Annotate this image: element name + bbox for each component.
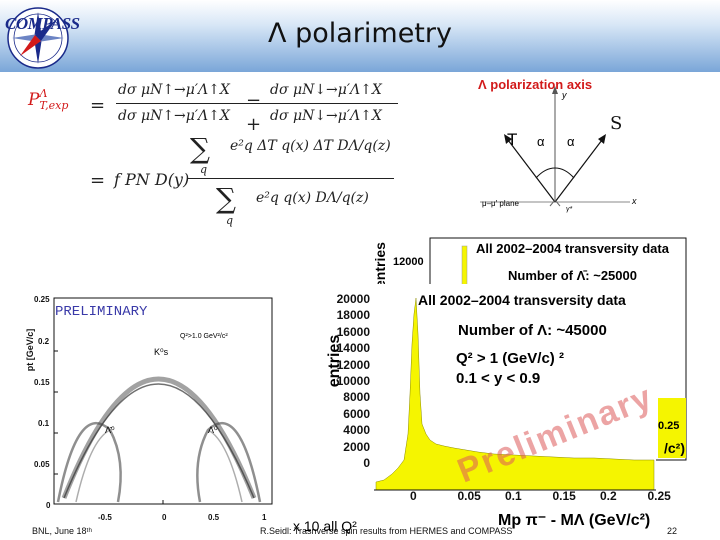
lambda-xtick: 0.1 (505, 489, 522, 503)
polarization-axis-diagram (480, 86, 630, 207)
equals-sign-2: = (90, 170, 106, 191)
formula-lhs: PΛT,exp (28, 87, 69, 112)
sum-symbol-2: ∑ (216, 182, 236, 215)
lambda-ytick: 14000 (336, 341, 370, 356)
formula-lhs-sup: Λ (39, 87, 48, 100)
lambda-ytick: 20000 (336, 292, 370, 306)
armenteros-ytick-1: 0.25 (34, 295, 50, 304)
lambda-ytick: 6000 (343, 406, 370, 421)
formula-lhs-symbol: P (28, 90, 40, 110)
t-axis-label: T (507, 130, 518, 149)
formula-den1: dσ μN↑→μ′Λ↑X (118, 108, 230, 124)
plus-sign: + (246, 114, 262, 135)
lambda-xtick: 0 (410, 489, 417, 503)
armenteros-xtick-1: -0.5 (98, 513, 112, 522)
footer-title: R.Seidl: Trasnverse spin results from HE… (260, 526, 513, 536)
formula-sum-den: e²q q(x) DΛ/q(z) (256, 190, 369, 206)
compass-logo-icon (7, 7, 69, 69)
alpha-label-left: α (537, 134, 545, 149)
formula-sum-num-text: e²q ΔT q(x) ΔT DΛ/q(z) (230, 138, 391, 154)
formula-num1: dσ μN↑→μ′Λ↑X (118, 82, 230, 98)
formula-num2: dσ μN↓→μ′Λ↑X (270, 82, 382, 98)
lambda-cut-y: 0.1 < y < 0.9 (456, 370, 541, 387)
armenteros-ytick-2: 0.2 (38, 337, 50, 346)
fraction-bar-1 (116, 103, 398, 104)
lambda-ytick: 12000 (336, 357, 370, 372)
lambda-peak-label: Λ⁰ (208, 425, 218, 435)
antilambda-ytick: 12000 (393, 256, 424, 268)
lambda-xtick: 0.2 (600, 489, 617, 503)
lambda-xlabel: Mp π⁻ - MΛ (GeV/c²) (498, 512, 651, 529)
armenteros-ytick-6: 0 (46, 501, 51, 510)
lambda-xtick: 0.05 (457, 489, 481, 503)
s-axis-label: S (610, 113, 623, 134)
lambda-ytick: 10000 (336, 374, 370, 388)
lambda-xtick: 0.25 (647, 489, 671, 503)
footer-date: BNL, June 18ᵗʰ (32, 526, 92, 536)
antilambda-ylabel: entries (372, 242, 388, 288)
x-axis-label: x (632, 196, 637, 206)
sum-symbol-1: ∑ (190, 132, 210, 165)
armenteros-ytick-3: 0.15 (34, 378, 50, 387)
logo-text: COMPASS (5, 14, 80, 33)
antilambda-title: All 2002–2004 transversity data (476, 241, 669, 256)
y-axis-label: y (562, 90, 567, 100)
gamma-label: γ* (566, 206, 573, 213)
minus-sign: − (246, 90, 262, 111)
lambda-ytick: 4000 (343, 423, 370, 438)
armenteros-ytick-5: 0.05 (34, 460, 50, 469)
lambda-ytick: 0 (363, 456, 370, 470)
armenteros-ytick-4: 0.1 (38, 419, 50, 428)
formula-rhs-prefix: f PN D(y) (114, 170, 190, 189)
antilambda-xunit: /c²) (664, 440, 685, 456)
lambda-histogram (374, 284, 656, 494)
polarization-axis-title: Λ polarization axis (478, 77, 593, 92)
formula-den2: dσ μN↓→μ′Λ↑X (270, 108, 382, 124)
lambda-cut-q2: Q² > 1 (GeV/c) ² (456, 350, 564, 367)
sum-index-2: q (226, 214, 234, 227)
formula-sum-num: e²q ΔT q(x) ΔT DΛ/q(z) (230, 138, 391, 154)
armenteros-plot (53, 297, 273, 505)
sum-index-1: q (200, 163, 208, 176)
ks-peak-label: K⁰s (154, 347, 169, 357)
antilambda-xtick: 0.25 (658, 420, 680, 432)
lambda-ytick: 2000 (343, 439, 370, 454)
lambda-title: All 2002–2004 transversity data (418, 292, 626, 308)
armenteros-xtick-3: 0.5 (208, 513, 220, 522)
header-band (0, 0, 720, 72)
lambda-count-label: Number of Λ: ~45000 (458, 322, 607, 339)
lambda-xtick: 0.15 (552, 489, 576, 503)
alpha-label-right: α (567, 134, 575, 149)
footer-overlay-text: x 10 all Q² (293, 518, 357, 534)
armenteros-xtick-4: 1 (262, 513, 267, 522)
lambda-ytick: 16000 (336, 324, 370, 339)
slide-title: Λ polarimetry (268, 18, 452, 49)
antilambda-peak-label: Λ̄⁰ (105, 425, 115, 435)
armenteros-cut-label: Q²>1.0 GeV²/c² (180, 333, 228, 340)
antilambda-count-label: Number of Λ̄: ~25000 (508, 268, 637, 283)
formula-lhs-sub: T,exp (39, 99, 69, 112)
armenteros-xtick-2: 0 (162, 513, 167, 522)
footer-page-number: 22 (667, 526, 678, 536)
equals-sign-1: = (90, 95, 106, 116)
lambda-ytick: 18000 (336, 308, 370, 323)
plane-label: μ–μ′ plane (482, 199, 519, 208)
fraction-bar-2 (188, 178, 394, 179)
lambda-ytick: 8000 (343, 390, 370, 405)
armenteros-preliminary-label: PRELIMINARY (55, 304, 148, 320)
